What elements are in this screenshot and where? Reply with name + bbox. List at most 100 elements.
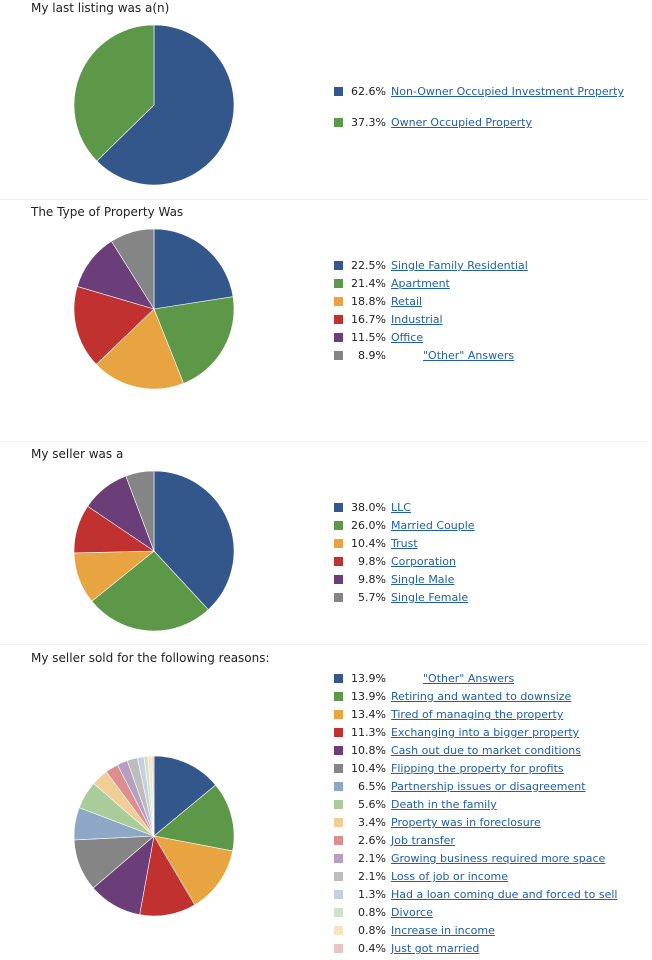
legend-swatch (334, 926, 343, 935)
legend-link[interactable]: LLC (391, 501, 411, 514)
legend-percent: 9.8% (358, 573, 386, 586)
legend-link[interactable]: "Other" Answers (423, 672, 515, 685)
legend-swatch (334, 764, 343, 773)
legend-swatch (334, 87, 343, 96)
legend-link[interactable]: Single Family Residential (391, 259, 528, 272)
pie-slice (125, 470, 155, 552)
legend-percent: 22.5% (351, 259, 386, 272)
legend-swatch (334, 836, 343, 845)
legend-swatch (334, 539, 343, 548)
legend-swatch (334, 728, 343, 737)
legend-percent: 8.9% (358, 349, 386, 362)
section-divider (0, 441, 648, 442)
legend-link[interactable]: Loss of job or income (391, 870, 509, 883)
legend-swatch (334, 944, 343, 953)
legend-link[interactable]: Partnership issues or disagreement (391, 780, 586, 793)
legend-link[interactable]: Retiring and wanted to downsize (391, 690, 572, 703)
legend-percent: 9.8% (358, 555, 386, 568)
legend-percent: 1.3% (358, 888, 386, 901)
pie-slice (73, 286, 155, 365)
legend-link[interactable]: Corporation (391, 555, 456, 568)
legend-link[interactable]: Property was in foreclosure (391, 816, 541, 829)
legend-percent: 38.0% (351, 501, 386, 514)
legend-percent: 2.6% (358, 834, 386, 847)
pie-slice (91, 550, 209, 632)
legend-percent: 13.9% (351, 672, 386, 685)
legend-percent: 5.6% (358, 798, 386, 811)
legend-percent: 2.1% (358, 870, 386, 883)
question-title: My last listing was a(n) (31, 1, 170, 15)
legend-link[interactable]: Trust (391, 537, 418, 550)
legend-percent: 13.9% (351, 690, 386, 703)
legend-link[interactable]: Divorce (391, 906, 433, 919)
pie-slice (153, 784, 235, 852)
legend-percent: 21.4% (351, 277, 386, 290)
legend-swatch (334, 908, 343, 917)
legend-swatch (334, 593, 343, 602)
legend-swatch (334, 818, 343, 827)
legend-percent: 3.4% (358, 816, 386, 829)
legend-swatch (334, 890, 343, 899)
pie-slice (153, 755, 217, 837)
legend-link[interactable]: Exchanging into a bigger property (391, 726, 580, 739)
legend-swatch (334, 503, 343, 512)
legend-percent: 0.8% (358, 924, 386, 937)
pie-slice (153, 835, 233, 906)
pie-slice (95, 308, 184, 390)
legend-swatch (334, 692, 343, 701)
pie-slice (153, 296, 235, 384)
pie-chart (73, 755, 235, 917)
legend-link[interactable]: Single Male (391, 573, 455, 586)
legend-link[interactable]: Retail (391, 295, 423, 308)
legend-link[interactable]: Apartment (391, 277, 450, 290)
legend-swatch (334, 575, 343, 584)
legend-swatch (334, 746, 343, 755)
legend-link[interactable]: Just got married (391, 942, 480, 955)
legend-percent: 16.7% (351, 313, 386, 326)
legend-link[interactable]: Tired of managing the property (391, 708, 564, 721)
pie-slice (151, 755, 155, 837)
legend-link[interactable]: Flipping the property for profits (391, 762, 564, 775)
question-title: My seller was a (31, 447, 124, 461)
legend-link[interactable]: Office (391, 331, 424, 344)
pie-chart (73, 470, 235, 632)
pie-slice (111, 228, 155, 311)
pie-slice (96, 24, 235, 186)
legend-link[interactable]: Industrial (391, 313, 443, 326)
pie-chart (73, 228, 235, 390)
legend-link[interactable]: Death in the family (391, 798, 497, 811)
legend-swatch (334, 118, 343, 127)
legend-percent: 6.5% (358, 780, 386, 793)
pie-chart (73, 24, 235, 186)
legend-swatch (334, 872, 343, 881)
question-title: The Type of Property Was (31, 205, 184, 219)
legend-swatch (334, 854, 343, 863)
legend-percent: 37.3% (351, 116, 386, 129)
legend-link[interactable]: Single Female (391, 591, 469, 604)
legend-link[interactable]: "Other" Answers (423, 349, 515, 362)
question-title: My seller sold for the following reasons… (31, 651, 270, 665)
legend-swatch (334, 782, 343, 791)
legend-percent: 10.4% (351, 762, 386, 775)
legend-swatch (334, 800, 343, 809)
legend-percent: 26.0% (351, 519, 386, 532)
legend-swatch (334, 674, 343, 683)
legend-swatch (334, 297, 343, 306)
legend-swatch (334, 521, 343, 530)
legend-link[interactable]: Cash out due to market conditions (391, 744, 582, 757)
pie-slice (153, 470, 235, 611)
legend-swatch (334, 351, 343, 360)
legend-link[interactable]: Job transfer (391, 834, 455, 847)
legend-link[interactable]: Had a loan coming due and forced to sell (391, 888, 618, 901)
legend-percent: 10.4% (351, 537, 386, 550)
pie-slice (73, 24, 155, 162)
pie-slice (153, 228, 234, 310)
legend-link[interactable]: Non-Owner Occupied Investment Property (391, 85, 624, 98)
section-divider (0, 199, 648, 200)
legend-link[interactable]: Growing business required more space (391, 852, 606, 865)
legend-link[interactable]: Increase in income (391, 924, 495, 937)
legend-link[interactable]: Owner Occupied Property (391, 116, 532, 129)
legend-percent: 11.3% (351, 726, 386, 739)
legend-link[interactable]: Married Couple (391, 519, 475, 532)
legend-percent: 11.5% (351, 331, 386, 344)
